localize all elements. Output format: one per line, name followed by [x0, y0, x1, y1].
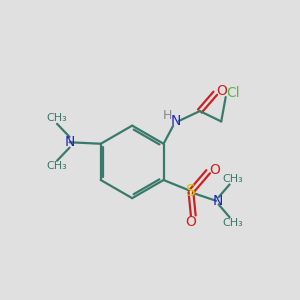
- Text: O: O: [216, 84, 227, 98]
- Text: N: N: [171, 114, 181, 128]
- Text: N: N: [212, 194, 223, 208]
- Text: N: N: [64, 135, 75, 149]
- Text: CH₃: CH₃: [223, 174, 244, 184]
- Text: CH₃: CH₃: [47, 161, 68, 171]
- Text: O: O: [185, 215, 196, 229]
- Text: H: H: [162, 109, 172, 122]
- Text: CH₃: CH₃: [223, 218, 244, 227]
- Text: CH₃: CH₃: [47, 113, 68, 124]
- Text: S: S: [186, 184, 196, 200]
- Text: Cl: Cl: [226, 85, 240, 100]
- Text: O: O: [209, 163, 220, 177]
